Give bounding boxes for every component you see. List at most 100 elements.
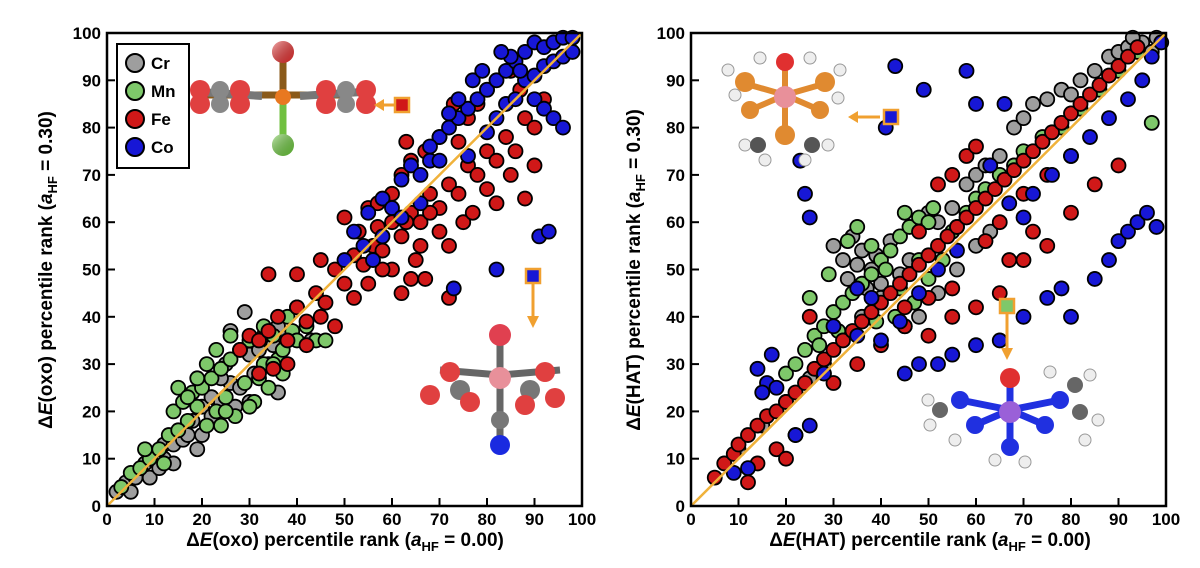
y-tick-label-oxo: 70 [82,166,101,185]
point-fe [403,271,419,287]
point-mn [920,271,937,287]
point-co [564,44,581,60]
point-cr [236,304,253,320]
y-tick-label-hat: 70 [666,166,685,185]
point-fe [716,455,733,472]
legend: Cr Mn Fe Co [116,43,190,169]
y-tick-label-hat: 40 [666,308,685,327]
point-mn [801,289,818,306]
point-mn [179,412,196,429]
point-mn [198,356,215,373]
point-fe [968,200,984,216]
point-fe [431,223,448,240]
point-fe [958,209,975,226]
point-fe [911,223,927,240]
point-co [892,313,908,330]
point-fe [1063,204,1079,221]
point-mn [198,417,215,434]
point-fe [479,143,495,160]
point-fe [422,185,438,202]
point-fe [911,256,927,273]
point-co [944,346,961,363]
point-co [403,157,419,174]
point-mn [156,455,172,472]
y-tick-label-hat: 50 [666,261,685,280]
point-mn [317,332,334,349]
point-fe [849,356,866,373]
x-tick-label-oxo: 80 [478,510,497,529]
point-mn [260,379,277,396]
legend-label-fe: Fe [151,110,171,129]
point-fe [730,436,747,453]
point-fe [360,275,377,292]
point-co [384,200,400,216]
y-tick-label-hat: 10 [666,450,685,469]
point-fe [958,148,975,164]
point-co [768,379,785,396]
point-co [445,280,462,297]
point-fe [346,289,362,306]
x-tick-label-hat: 90 [1109,510,1128,529]
y-axis-label-oxo: ΔE(oxo) percentile rank (aHF = 0.30) [36,111,60,429]
legend-marker-co [125,137,145,157]
point-cr [1063,86,1079,103]
point-fe [778,394,794,410]
point-cr [849,256,866,273]
legend-marker-cr [125,53,145,73]
point-co [1015,209,1032,226]
point-co [930,261,946,278]
point-fe [1110,157,1127,174]
point-fe [930,237,946,254]
point-fe [260,266,277,283]
point-co [863,289,880,306]
point-fe [488,195,505,212]
point-fe [787,384,804,401]
molecule-image-oxo-co [420,267,565,455]
point-fe [896,299,913,316]
point-fe [517,110,533,127]
legend-marker-fe [125,109,145,129]
point-fe [469,166,486,183]
point-fe [308,285,324,302]
x-tick-label-hat: 50 [919,510,938,529]
point-co [1110,233,1127,250]
x-tick-label-oxo: 70 [430,510,449,529]
point-cr [911,308,927,325]
point-co [374,190,391,207]
point-co [474,62,491,79]
point-fe [1063,105,1079,122]
point-co [996,96,1013,112]
point-fe [317,294,334,311]
point-mn [811,337,828,354]
point-co [982,157,999,174]
point-fe [801,308,818,325]
point-fe [1001,252,1018,268]
point-fe [398,133,415,150]
point-fe [407,252,424,268]
point-fe [1082,86,1098,103]
point-co [540,223,557,240]
y-tick-label-oxo: 10 [82,450,101,469]
point-co [787,427,804,443]
point-co [849,280,866,297]
point-cr [1086,62,1103,79]
point-co [1025,185,1041,202]
x-tick-label-hat: 30 [824,510,843,529]
y-tick-label-oxo: 50 [82,261,101,280]
point-fe [289,299,305,316]
point-co [763,346,780,363]
point-cr [991,148,1008,164]
point-mn [137,441,153,458]
y-tick-label-hat: 30 [666,355,685,374]
x-tick-label-hat: 80 [1062,510,1081,529]
point-fe [1034,133,1051,150]
point-co [1001,195,1018,212]
point-co [1143,48,1160,65]
point-fe [944,280,961,297]
point-co [336,252,353,268]
point-fe [412,237,429,254]
parity-line-hat [690,32,1167,507]
point-co [365,252,381,268]
point-fe [968,299,984,316]
point-fe [740,474,756,491]
